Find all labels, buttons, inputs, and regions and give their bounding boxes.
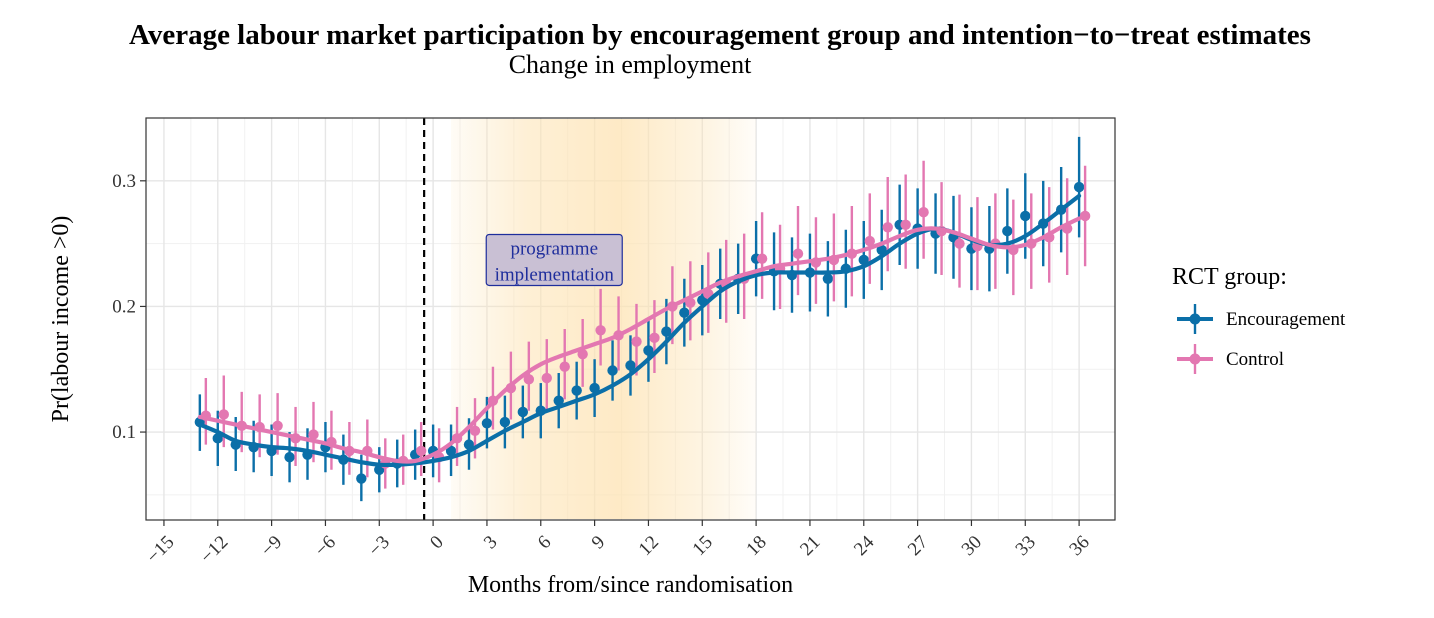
x-tick-label: 18 xyxy=(742,532,770,560)
encouragement-point xyxy=(679,307,690,318)
x-tick-label: 3 xyxy=(480,532,502,554)
control-point xyxy=(218,409,229,420)
encouragement-point xyxy=(1020,210,1031,222)
encouragement-point xyxy=(571,385,582,396)
x-tick-label: 24 xyxy=(850,531,879,560)
control-point xyxy=(272,420,283,431)
encouragement-point xyxy=(858,254,869,266)
control-point xyxy=(559,361,570,372)
control-point xyxy=(864,235,875,247)
x-tick-label: 12 xyxy=(635,532,663,560)
control-point xyxy=(541,372,552,384)
x-axis-title: Months from/since randomisation xyxy=(468,572,793,598)
control-point xyxy=(631,336,642,347)
control-point xyxy=(918,207,929,218)
control-point xyxy=(882,222,893,233)
encouragement-point xyxy=(517,406,529,418)
x-tick-label: −6 xyxy=(311,532,340,561)
encouragement-point xyxy=(822,273,834,284)
encouragement-point xyxy=(284,451,295,463)
plot-border xyxy=(145,117,1116,521)
y-tick-label: 0.2 xyxy=(112,296,136,317)
encouragement-point xyxy=(499,416,511,428)
programme-implementation-band xyxy=(451,119,757,519)
y-tick-label: 0.1 xyxy=(112,422,136,443)
control-point xyxy=(469,425,481,437)
control-point xyxy=(595,325,606,336)
control-point xyxy=(577,348,588,360)
encouragement-point xyxy=(625,360,636,371)
y-axis-title: Pr(labour income >0) xyxy=(48,216,74,423)
x-tick-label: −12 xyxy=(196,532,232,568)
x-tick-label: −3 xyxy=(365,532,394,561)
programme-label-box xyxy=(485,233,623,287)
encouragement-point xyxy=(212,433,223,444)
x-tick-label: 0 xyxy=(426,532,448,554)
control-point xyxy=(649,332,660,344)
programme-label-text: programme xyxy=(510,238,598,259)
x-tick-label: 36 xyxy=(1065,532,1093,560)
y-tick-label: 0.3 xyxy=(112,171,136,192)
control-point xyxy=(415,445,427,457)
control-legend-label: Control xyxy=(1226,349,1284,370)
x-tick-label: 30 xyxy=(958,532,986,560)
encouragement-legend-point xyxy=(1189,313,1201,325)
encouragement-point xyxy=(661,326,672,337)
control-point xyxy=(1079,210,1091,222)
control-legend-point xyxy=(1189,353,1201,365)
encouragement-point xyxy=(356,473,367,484)
x-tick-label: −15 xyxy=(143,532,179,568)
control-point xyxy=(792,248,804,259)
encouragement-point xyxy=(481,418,493,429)
x-tick-label: 15 xyxy=(689,532,717,560)
control-point xyxy=(523,374,535,385)
x-tick-label: −9 xyxy=(257,532,286,561)
encouragement-point xyxy=(1002,225,1013,237)
x-tick-label: 33 xyxy=(1012,532,1040,560)
encouragement-point xyxy=(1073,181,1085,193)
encouragement-legend-label: Encouragement xyxy=(1226,309,1346,330)
control-point xyxy=(954,238,965,249)
legend-title: RCT group: xyxy=(1172,264,1287,290)
encouragement-point xyxy=(607,365,618,376)
chart-title: Average labour market participation by e… xyxy=(129,19,1311,51)
control-smooth-line xyxy=(197,216,1082,464)
encouragement-point xyxy=(463,439,475,450)
encouragement-point xyxy=(445,445,457,457)
x-tick-label: 6 xyxy=(534,532,556,554)
x-tick-label: 21 xyxy=(796,532,824,560)
encouragement-point xyxy=(553,395,564,406)
control-point xyxy=(308,429,319,440)
x-tick-label: 9 xyxy=(588,532,610,554)
control-point xyxy=(900,219,911,230)
programme-label-text: implementation xyxy=(495,264,615,285)
control-point xyxy=(756,253,768,264)
x-tick-label: 27 xyxy=(904,532,932,560)
encouragement-point xyxy=(589,382,600,394)
chart-subtitle: Change in employment xyxy=(508,50,752,79)
encouragement-point xyxy=(643,345,654,356)
